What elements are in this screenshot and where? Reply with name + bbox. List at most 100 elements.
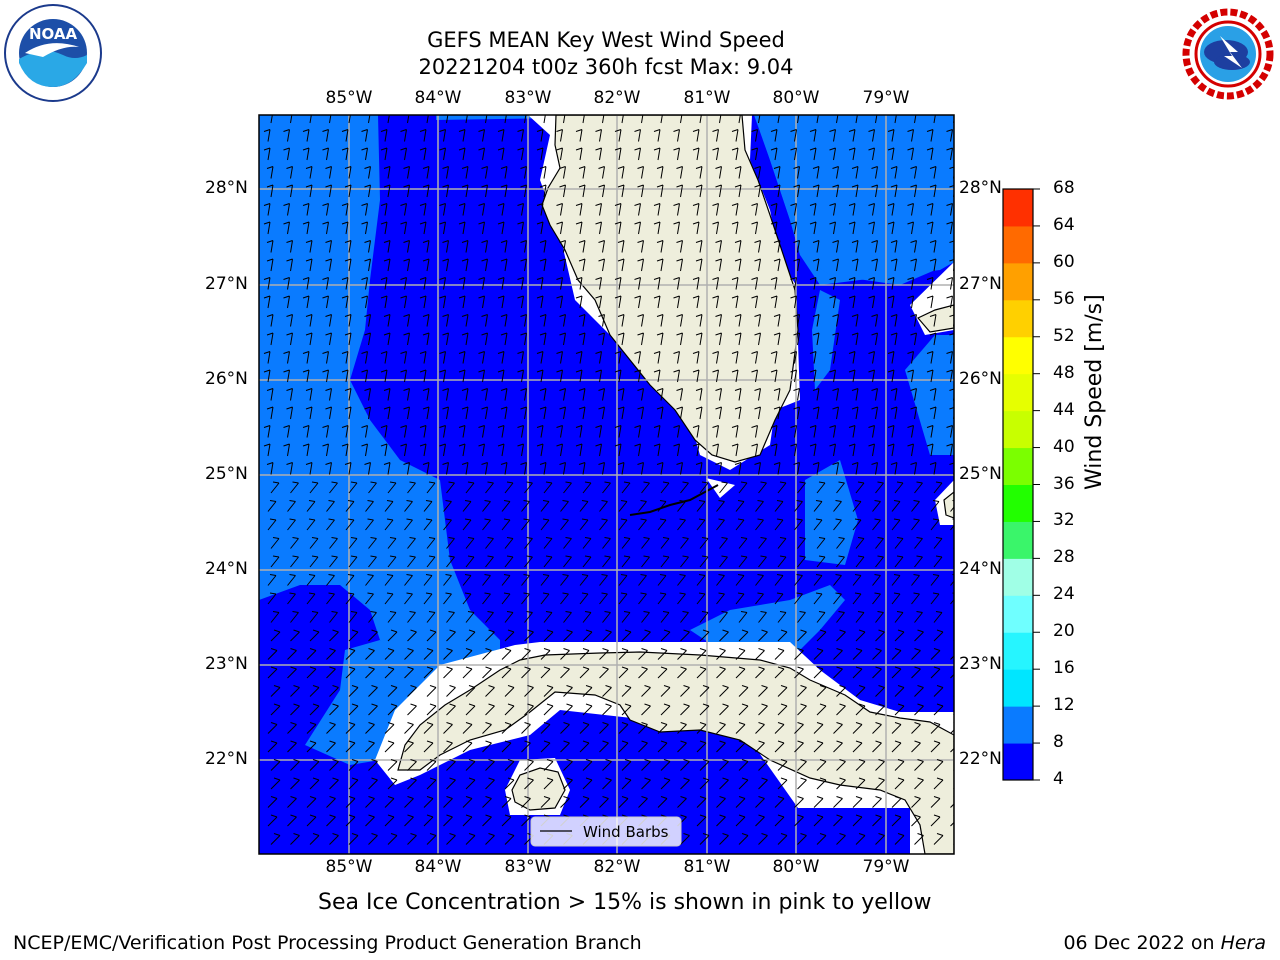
wind-barb: [673, 369, 680, 383]
wind-barb: [286, 406, 293, 420]
wind-barb: [751, 295, 758, 309]
wind-barb: [852, 666, 863, 679]
wind-barb: [712, 443, 719, 457]
wind-barb: [738, 115, 741, 124]
wind-barb: [539, 314, 547, 327]
wind-barb: [910, 240, 917, 253]
wind-barb: [290, 611, 299, 623]
wind-barb: [345, 592, 355, 605]
wind-barb: [953, 695, 954, 697]
wind-barb: [582, 759, 593, 771]
wind-barb: [832, 406, 839, 420]
wind-barb: [325, 184, 332, 198]
lat-label-right: 24°N: [959, 559, 1002, 579]
wind-barb: [641, 115, 644, 124]
wind-barb: [929, 258, 937, 272]
wind-barb: [383, 332, 391, 346]
wind-barb: [754, 166, 761, 179]
wind-barb: [543, 611, 553, 623]
wind-barb: [816, 537, 826, 549]
wind-barb: [754, 388, 761, 401]
lon-label-bottom: 85°W: [325, 857, 373, 877]
lon-label-bottom: 83°W: [504, 857, 552, 877]
wind-barb: [692, 369, 700, 383]
wind-barb: [829, 443, 836, 457]
wind-barb: [770, 147, 778, 161]
wind-barb: [641, 703, 651, 716]
wind-barb: [813, 722, 824, 734]
wind-barb: [287, 722, 297, 734]
wind-barb: [443, 592, 452, 605]
colorbar-tick-label: 20: [1053, 621, 1075, 642]
wind-barb: [383, 462, 391, 475]
wind-barb: [660, 481, 670, 494]
wind-barb: [875, 777, 885, 790]
wind-barb: [677, 592, 686, 605]
wind-barb: [500, 166, 508, 179]
wind-barb: [790, 221, 797, 235]
wind-barb: [543, 759, 554, 771]
wind-barb: [602, 555, 611, 568]
wind-barb: [426, 611, 436, 623]
wind-barb: [387, 759, 398, 771]
wind-barb: [890, 462, 898, 475]
wind-barb: [517, 147, 524, 161]
wind-barb: [758, 115, 761, 124]
wind-barb: [462, 796, 473, 808]
wind-barb: [894, 833, 905, 845]
wind-barb: [852, 592, 862, 605]
wind-barb: [660, 629, 671, 642]
wind-barb: [910, 166, 917, 179]
wind-barb: [563, 611, 572, 623]
wind-barb: [848, 369, 856, 383]
wind-barb: [621, 611, 631, 623]
wind-barb: [911, 574, 920, 586]
wind-barb: [290, 703, 300, 716]
wind-barb: [524, 777, 534, 790]
wind-barb: [267, 500, 277, 512]
wind-barb: [521, 666, 531, 679]
wind-barb: [829, 425, 836, 438]
wind-barb: [660, 115, 663, 124]
wind-barb: [755, 574, 764, 586]
wind-barb: [368, 555, 377, 568]
wind-barb: [365, 666, 375, 679]
wind-barb: [836, 685, 846, 697]
wind-barb: [933, 759, 944, 771]
wind-barb: [302, 221, 310, 235]
wind-barb: [364, 388, 371, 401]
wind-barb: [403, 462, 410, 475]
land-cuba: [397, 651, 954, 854]
wind-barb: [910, 332, 917, 346]
wind-barb: [556, 443, 563, 457]
colorbar-tick-label: 52: [1053, 325, 1075, 346]
wind-barb: [735, 648, 746, 660]
wind-barb: [950, 740, 954, 753]
wind-barb: [946, 221, 953, 235]
wind-barb: [305, 184, 313, 198]
wind-barb: [559, 332, 566, 346]
wind-barb: [755, 740, 765, 753]
wind-barb: [637, 314, 644, 327]
wind-barb: [832, 240, 839, 253]
wind-barb: [575, 351, 583, 364]
wind-barb: [676, 462, 683, 475]
lon-label-top: 85°W: [325, 88, 373, 108]
wind-barb: [443, 722, 453, 734]
wind-barb: [442, 240, 449, 253]
wind-barb: [695, 184, 703, 198]
wind-barb: [423, 518, 433, 531]
wind-barb: [618, 592, 628, 605]
wind-barb: [446, 115, 449, 124]
wind-barb: [361, 369, 368, 383]
wind-barb: [676, 240, 683, 253]
wind-barb: [953, 843, 954, 845]
wind-barb: [403, 332, 410, 346]
wind-barb: [306, 666, 317, 679]
wind-barb: [617, 462, 625, 475]
wind-barb: [790, 443, 797, 457]
wind-barb: [809, 147, 817, 161]
wind-barb: [364, 332, 371, 346]
wind-barb: [617, 332, 625, 346]
wind-barb: [478, 351, 485, 364]
